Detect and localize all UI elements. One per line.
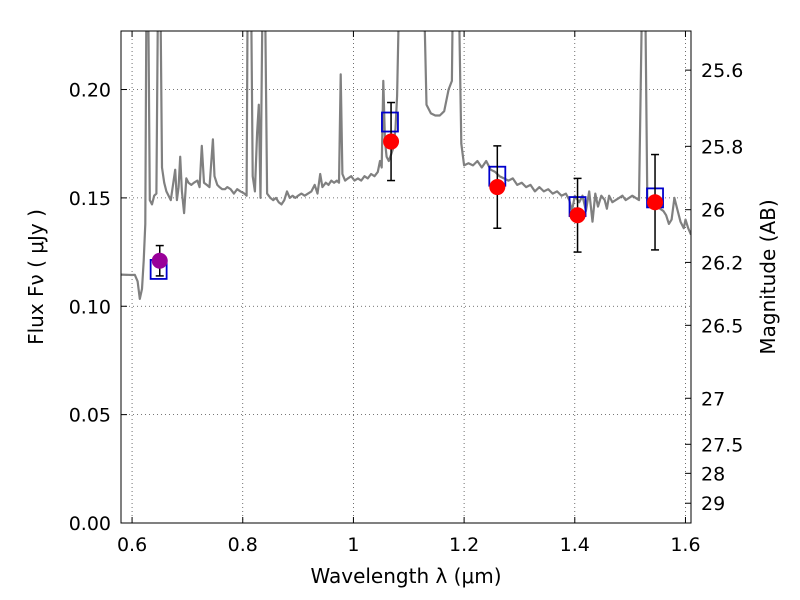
optical-flux-point — [151, 252, 168, 269]
observed-flux-point — [647, 194, 664, 211]
mag-tick-label: 25.6 — [701, 60, 743, 82]
x-axis-title: Wavelength λ (μm) — [310, 564, 501, 588]
observed-flux-point — [489, 179, 506, 196]
y-tick-label: 0.10 — [69, 296, 111, 318]
mag-tick-label: 26.5 — [701, 315, 743, 337]
mag-tick-label: 29 — [701, 493, 725, 515]
x-tick-label: 0.8 — [228, 534, 258, 556]
x-tick-label: 1.6 — [670, 534, 700, 556]
y-tick-label: 0.15 — [69, 188, 111, 210]
mag-tick-label: 26 — [701, 200, 725, 222]
x-tick-label: 0.6 — [117, 534, 147, 556]
plot-frame — [120, 30, 692, 524]
x-tick-label: 1 — [347, 534, 359, 556]
y-tick-label: 0.05 — [69, 405, 111, 427]
model-photometry-square — [381, 111, 399, 133]
model-spectrum-line — [121, 31, 691, 300]
y-axis-title: Flux Fν ( μJy ) — [24, 209, 48, 345]
x-tick-label: 1.4 — [560, 534, 590, 556]
mag-tick-label: 27.5 — [701, 434, 743, 456]
y-axis-title-right: Magnitude (AB) — [756, 199, 780, 354]
mag-tick-label: 25.8 — [701, 136, 743, 158]
y-tick-label: 0.00 — [69, 513, 111, 535]
y-tick-label: 0.20 — [69, 80, 111, 102]
mag-tick-label: 26.2 — [701, 252, 743, 274]
observed-flux-point — [569, 207, 586, 224]
observed-flux-point — [383, 133, 400, 150]
plot-area — [121, 31, 691, 300]
ticks: 0.6 0.8 1 1.2 1.4 1.6 0.00 0.05 0.10 0.15 0.20 25.6… — [69, 31, 743, 556]
mag-tick-label: 28 — [701, 463, 725, 485]
mag-tick-label: 27 — [701, 388, 725, 410]
x-tick-label: 1.2 — [449, 534, 479, 556]
